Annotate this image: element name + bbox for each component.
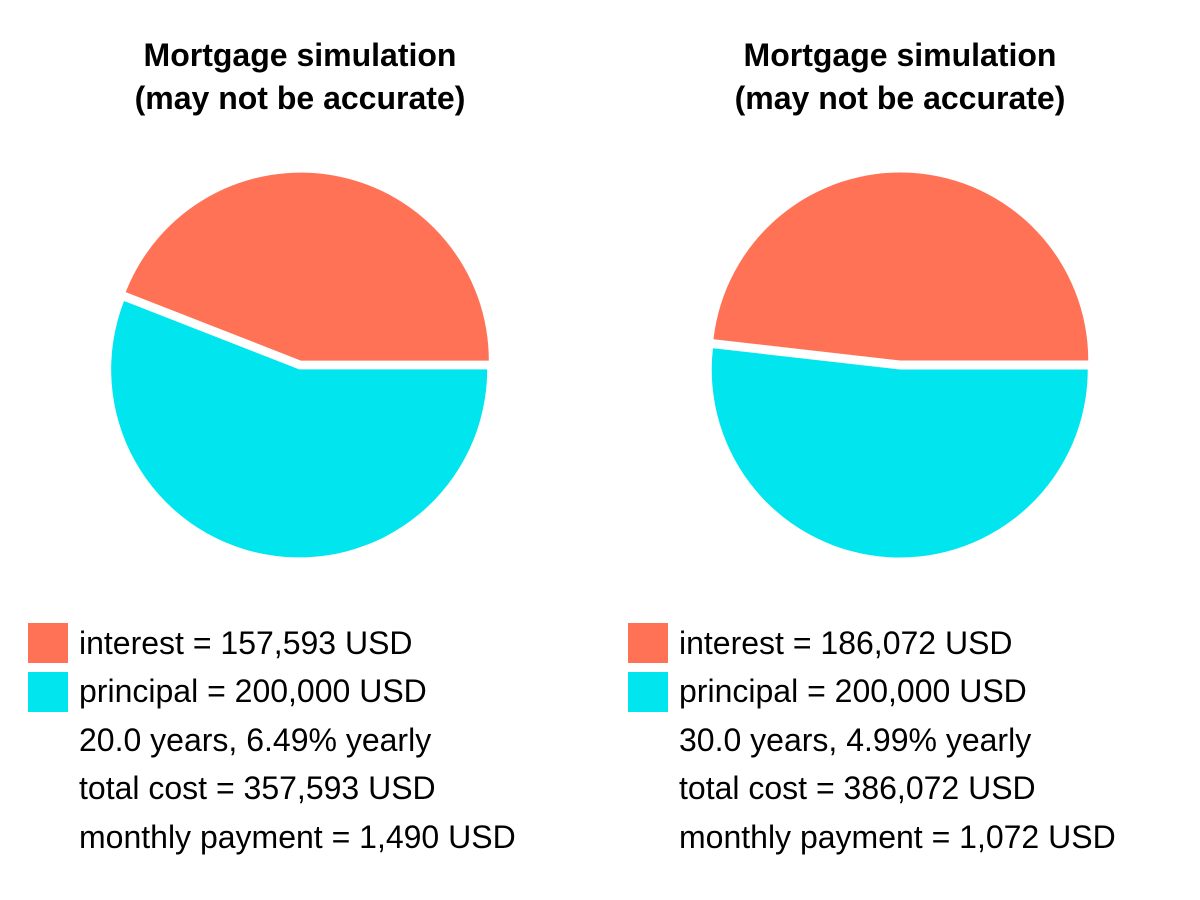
legend-label-term: 20.0 years, 6.49% yearly — [79, 721, 432, 758]
chart-panel-right: Mortgage simulation (may not be accurate… — [600, 0, 1200, 900]
legend-row-interest: interest = 186,072 USD — [628, 619, 1116, 668]
legend-swatch-principal — [28, 671, 68, 712]
legend-label-principal: principal = 200,000 USD — [679, 673, 1027, 710]
legend-row-term: 20.0 years, 6.49% yearly — [28, 716, 516, 765]
legend: interest = 157,593 USD principal = 200,0… — [28, 619, 516, 862]
pie-slice-interest — [713, 172, 1089, 361]
legend-label-monthly-payment: monthly payment = 1,072 USD — [679, 818, 1116, 855]
legend-swatch-principal — [628, 671, 668, 712]
legend-label-interest: interest = 186,072 USD — [679, 624, 1013, 661]
pie-slice-interest — [125, 172, 489, 361]
pie-chart — [711, 172, 1089, 558]
chart-title-line-2: (may not be accurate) — [134, 80, 466, 116]
legend-label-monthly-payment: monthly payment = 1,490 USD — [79, 818, 516, 855]
legend-label-term: 30.0 years, 4.99% yearly — [679, 721, 1032, 758]
legend-row-total-cost: total cost = 386,072 USD — [628, 765, 1116, 814]
chart-title-line-1: Mortgage simulation — [743, 37, 1057, 73]
legend-row-principal: principal = 200,000 USD — [28, 668, 516, 717]
legend-row-total-cost: total cost = 357,593 USD — [28, 765, 516, 814]
legend-label-principal: principal = 200,000 USD — [79, 673, 427, 710]
legend-row-monthly-payment: monthly payment = 1,490 USD — [28, 813, 516, 862]
pie-slice-principal — [711, 348, 1088, 558]
chart-title-line-1: Mortgage simulation — [143, 37, 457, 73]
chart-title: Mortgage simulation (may not be accurate… — [0, 34, 600, 120]
pie-chart — [111, 172, 489, 558]
legend-row-interest: interest = 157,593 USD — [28, 619, 516, 668]
legend-label-total-cost: total cost = 357,593 USD — [79, 770, 436, 807]
legend-row-principal: principal = 200,000 USD — [628, 668, 1116, 717]
legend-label-interest: interest = 157,593 USD — [79, 624, 413, 661]
chart-panel-left: Mortgage simulation (may not be accurate… — [0, 34, 600, 862]
pie-slice-principal — [111, 300, 488, 558]
chart-title-line-2: (may not be accurate) — [734, 80, 1066, 116]
legend-swatch-interest — [28, 623, 68, 664]
chart-title: Mortgage simulation (may not be accurate… — [600, 34, 1200, 120]
legend-label-total-cost: total cost = 386,072 USD — [679, 770, 1036, 807]
legend-swatch-interest — [628, 623, 668, 664]
legend-row-monthly-payment: monthly payment = 1,072 USD — [628, 813, 1116, 862]
legend-row-term: 30.0 years, 4.99% yearly — [628, 716, 1116, 765]
legend: interest = 186,072 USD principal = 200,0… — [628, 619, 1116, 862]
